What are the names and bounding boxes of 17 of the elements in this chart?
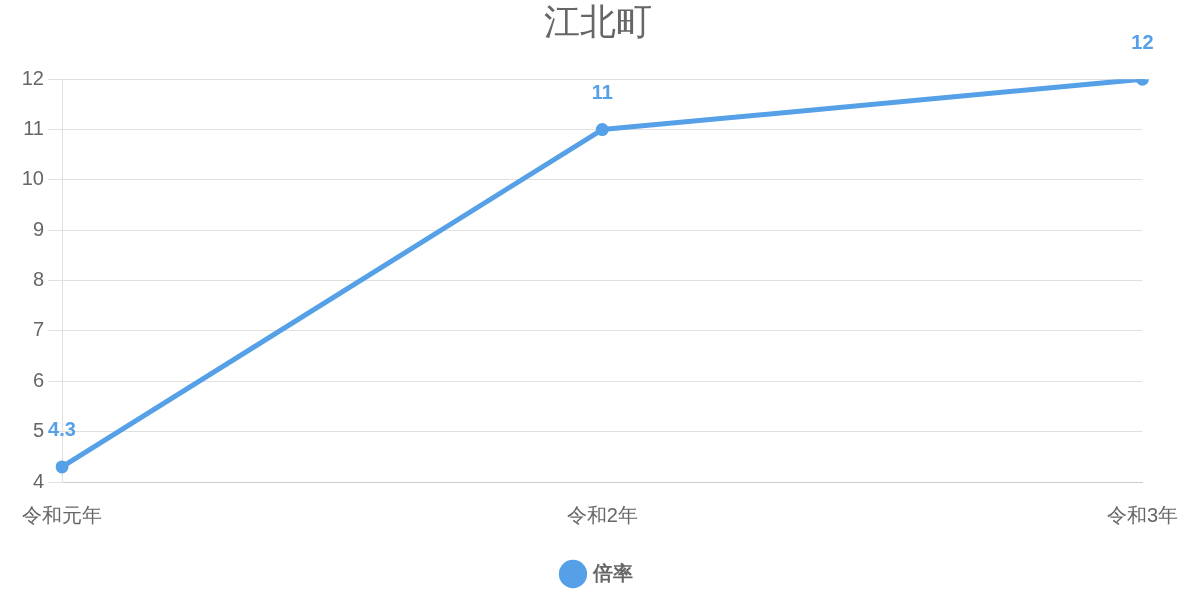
x-tick-label: 令和2年 bbox=[566, 503, 638, 526]
y-tick-label: 8 bbox=[32, 268, 44, 291]
y-tick-label: 9 bbox=[32, 217, 44, 240]
y-tick-label: 4 bbox=[32, 469, 44, 492]
y-tick-label: 6 bbox=[32, 368, 44, 391]
legend-label: 倍率 bbox=[592, 561, 633, 584]
y-tick-label: 7 bbox=[32, 318, 44, 341]
y-tick-label: 5 bbox=[32, 419, 44, 442]
chart-title: 江北町 bbox=[544, 0, 652, 42]
y-tick-label: 12 bbox=[21, 66, 44, 89]
data-label: 11 bbox=[591, 81, 613, 104]
x-tick-label: 令和3年 bbox=[1106, 503, 1178, 526]
data-label: 4.3 bbox=[48, 418, 76, 441]
y-tick-label: 11 bbox=[23, 117, 44, 140]
x-tick-label: 令和元年 bbox=[22, 503, 102, 526]
y-tick-label: 10 bbox=[21, 167, 44, 190]
data-label: 12 bbox=[1131, 30, 1154, 53]
